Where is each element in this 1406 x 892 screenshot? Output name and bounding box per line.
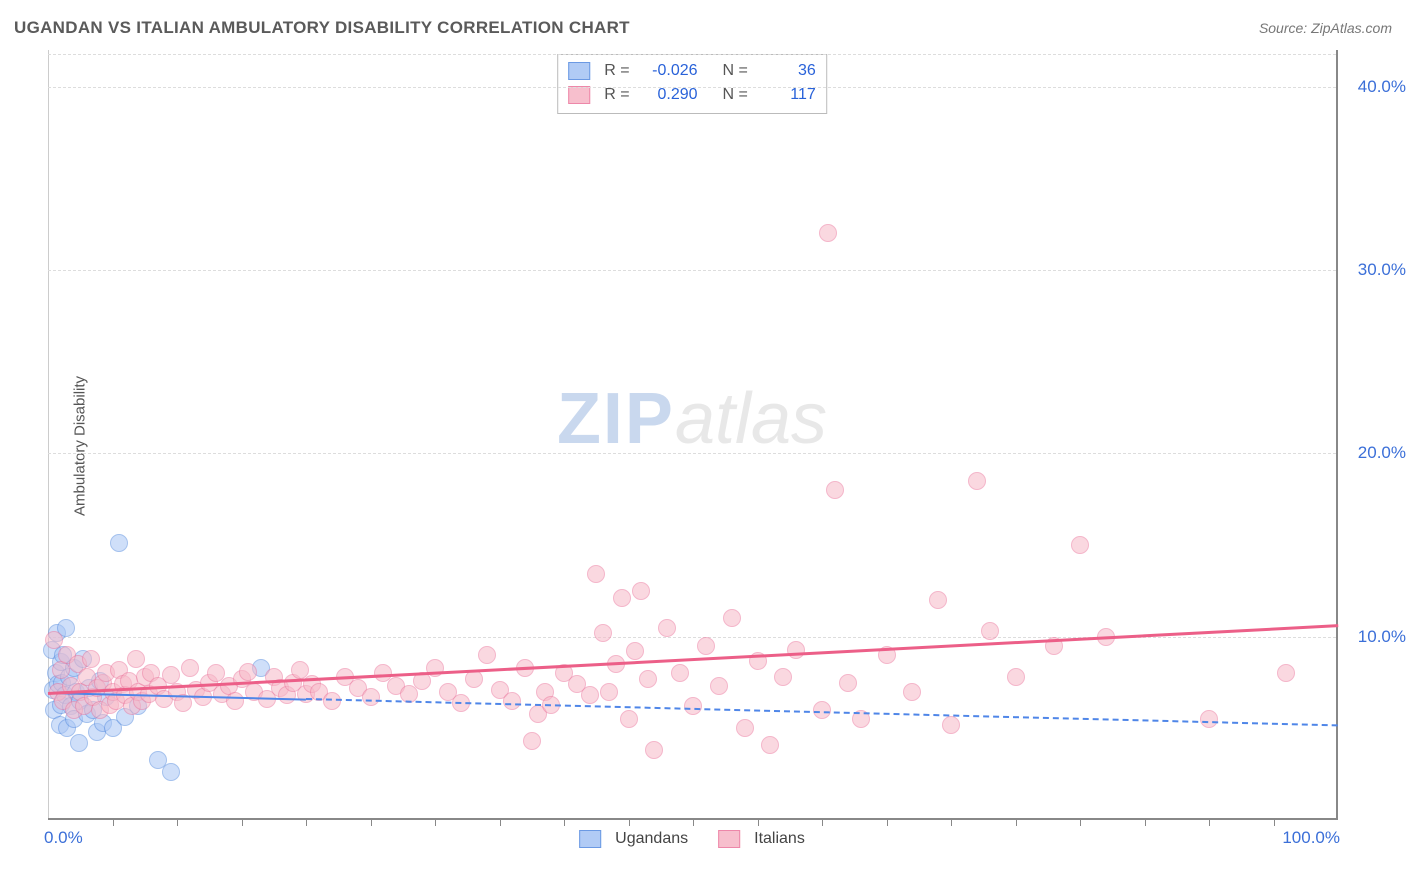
- data-point: [1277, 664, 1295, 682]
- data-point: [839, 674, 857, 692]
- data-point: [632, 582, 650, 600]
- data-point: [478, 646, 496, 664]
- n-value-ugandans: 36: [756, 59, 816, 83]
- gridline: [48, 453, 1336, 454]
- data-point: [774, 668, 792, 686]
- correlation-stats-legend: R = -0.026 N = 36 R = 0.290 N = 117: [557, 54, 827, 114]
- gridline: [48, 270, 1336, 271]
- data-point: [626, 642, 644, 660]
- data-point: [127, 650, 145, 668]
- data-point: [903, 683, 921, 701]
- data-point: [813, 701, 831, 719]
- x-tick: [177, 818, 178, 826]
- legend-label-ugandans: Ugandans: [615, 830, 688, 848]
- y-tick-label: 40.0%: [1346, 77, 1406, 97]
- r-label: R =: [604, 59, 629, 83]
- stats-row-ugandans: R = -0.026 N = 36: [568, 59, 816, 83]
- data-point: [723, 609, 741, 627]
- data-point: [600, 683, 618, 701]
- x-tick: [1080, 818, 1081, 826]
- data-point: [291, 661, 309, 679]
- swatch-ugandans: [568, 62, 590, 80]
- data-point: [594, 624, 612, 642]
- y-tick-label: 20.0%: [1346, 443, 1406, 463]
- data-point: [587, 565, 605, 583]
- data-point: [826, 481, 844, 499]
- r-value-ugandans: -0.026: [638, 59, 698, 83]
- data-point: [736, 719, 754, 737]
- x-tick-min: 0.0%: [44, 828, 83, 848]
- data-point: [684, 697, 702, 715]
- data-point: [981, 622, 999, 640]
- x-tick: [758, 818, 759, 826]
- data-point: [1007, 668, 1025, 686]
- data-point: [671, 664, 689, 682]
- data-point: [239, 663, 257, 681]
- data-point: [523, 732, 541, 750]
- data-point: [110, 534, 128, 552]
- x-tick: [822, 818, 823, 826]
- data-point: [929, 591, 947, 609]
- x-tick: [113, 818, 114, 826]
- x-tick: [242, 818, 243, 826]
- watermark-zip: ZIP: [557, 379, 675, 459]
- swatch-ugandans: [579, 830, 601, 848]
- watermark: ZIPatlas: [557, 378, 827, 460]
- y-tick-label: 10.0%: [1346, 627, 1406, 647]
- x-tick: [951, 818, 952, 826]
- x-tick: [435, 818, 436, 826]
- data-point: [362, 688, 380, 706]
- data-point: [620, 710, 638, 728]
- data-point: [1200, 710, 1218, 728]
- data-point: [45, 631, 63, 649]
- x-tick: [1016, 818, 1017, 826]
- x-tick-max: 100.0%: [1282, 828, 1340, 848]
- data-point: [697, 637, 715, 655]
- data-point: [1071, 536, 1089, 554]
- x-tick: [371, 818, 372, 826]
- legend-item-italians: Italians: [718, 830, 805, 848]
- data-point: [710, 677, 728, 695]
- data-point: [503, 692, 521, 710]
- data-point: [658, 619, 676, 637]
- data-point: [162, 666, 180, 684]
- data-point: [819, 224, 837, 242]
- data-point: [942, 716, 960, 734]
- x-tick: [629, 818, 630, 826]
- swatch-italians: [718, 830, 740, 848]
- data-point: [70, 734, 88, 752]
- legend-label-italians: Italians: [754, 830, 805, 848]
- y-tick-label: 30.0%: [1346, 260, 1406, 280]
- scatter-plot-area: ZIPatlas R = -0.026 N = 36 R = 0.290 N =…: [48, 50, 1338, 820]
- x-tick: [1274, 818, 1275, 826]
- x-tick: [306, 818, 307, 826]
- swatch-italians: [568, 86, 590, 104]
- gridline: [48, 87, 1336, 88]
- gridline: [48, 54, 1336, 55]
- n-label: N =: [722, 59, 747, 83]
- series-legend: Ugandans Italians: [579, 830, 805, 848]
- chart-title: UGANDAN VS ITALIAN AMBULATORY DISABILITY…: [14, 18, 630, 38]
- trend-line: [48, 624, 1338, 695]
- x-tick: [1145, 818, 1146, 826]
- x-tick: [1209, 818, 1210, 826]
- data-point: [162, 763, 180, 781]
- data-point: [226, 692, 244, 710]
- watermark-atlas: atlas: [675, 379, 827, 459]
- data-point: [581, 686, 599, 704]
- data-point: [82, 650, 100, 668]
- x-tick: [500, 818, 501, 826]
- data-point: [613, 589, 631, 607]
- data-point: [181, 659, 199, 677]
- data-point: [968, 472, 986, 490]
- x-tick: [887, 818, 888, 826]
- data-point: [639, 670, 657, 688]
- legend-item-ugandans: Ugandans: [579, 830, 688, 848]
- data-point: [645, 741, 663, 759]
- x-tick: [693, 818, 694, 826]
- source-attribution: Source: ZipAtlas.com: [1259, 20, 1392, 36]
- data-point: [761, 736, 779, 754]
- x-tick: [564, 818, 565, 826]
